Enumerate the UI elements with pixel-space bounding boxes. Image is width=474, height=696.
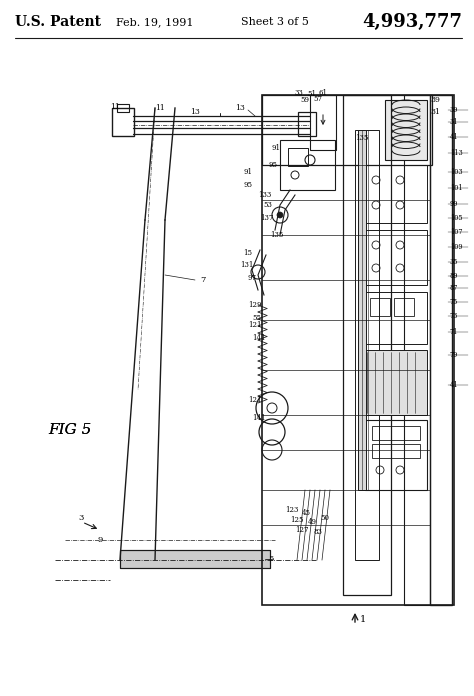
Text: 141: 141 (252, 414, 265, 422)
Text: 53: 53 (263, 201, 272, 209)
Text: 35: 35 (450, 258, 458, 266)
Text: 113: 113 (450, 149, 463, 157)
Text: 13: 13 (235, 104, 245, 112)
Text: 55: 55 (252, 314, 261, 322)
Bar (370, 298, 390, 316)
Bar (117, 104, 129, 112)
Bar (365, 165, 427, 223)
Text: 79: 79 (450, 351, 458, 359)
Text: 59: 59 (300, 96, 309, 104)
Text: 31: 31 (430, 108, 440, 116)
Bar (262, 95, 454, 605)
Bar (120, 550, 270, 568)
Text: 133: 133 (258, 191, 271, 199)
Bar (355, 130, 379, 560)
Bar (120, 550, 270, 568)
Text: 107: 107 (450, 228, 463, 236)
Text: 3: 3 (78, 514, 83, 522)
Bar (343, 95, 391, 595)
Bar (310, 95, 336, 150)
Bar (365, 230, 427, 285)
Text: 125: 125 (290, 516, 303, 524)
Text: 101: 101 (450, 184, 463, 192)
Bar (362, 130, 368, 490)
Text: 95: 95 (269, 161, 278, 169)
Bar (365, 420, 427, 490)
Text: 11: 11 (110, 103, 120, 111)
Bar (288, 148, 308, 166)
Text: Feb. 19, 1991: Feb. 19, 1991 (116, 17, 194, 27)
Text: FIG 5: FIG 5 (48, 423, 91, 437)
Bar (365, 350, 427, 415)
Text: 135: 135 (355, 134, 368, 142)
Text: 9: 9 (98, 536, 103, 544)
Text: 99: 99 (450, 200, 458, 208)
Text: 61: 61 (319, 89, 328, 97)
Text: U.S. Patent: U.S. Patent (15, 15, 101, 29)
Text: 71: 71 (450, 328, 458, 336)
Bar (404, 95, 430, 605)
Text: 91: 91 (272, 144, 281, 152)
Text: 51: 51 (307, 90, 316, 98)
Text: 11: 11 (155, 104, 165, 112)
Bar (372, 426, 420, 440)
Text: 73: 73 (450, 312, 458, 320)
Bar (112, 108, 134, 136)
Bar (262, 95, 432, 165)
Text: Sheet 3 of 5: Sheet 3 of 5 (241, 17, 309, 27)
Text: 131: 131 (240, 261, 254, 269)
Text: 39: 39 (430, 96, 440, 104)
Text: 97: 97 (248, 274, 257, 282)
Text: 121: 121 (248, 321, 262, 329)
Text: 45: 45 (302, 509, 311, 517)
Text: 123: 123 (285, 506, 298, 514)
Text: 87: 87 (450, 284, 458, 292)
Text: 129: 129 (248, 301, 262, 309)
Bar (372, 444, 420, 458)
Text: 1: 1 (360, 615, 366, 624)
Text: 31: 31 (450, 118, 458, 126)
Text: 5: 5 (268, 555, 273, 563)
Text: 15: 15 (243, 249, 252, 257)
Text: 41: 41 (450, 133, 459, 141)
Text: 83: 83 (314, 528, 323, 536)
Text: 137: 137 (260, 214, 273, 222)
Text: 103: 103 (450, 168, 463, 176)
Bar (280, 140, 335, 190)
Text: 39: 39 (450, 106, 458, 114)
Text: 121: 121 (248, 396, 262, 404)
Text: 135: 135 (270, 231, 283, 239)
Text: 49: 49 (308, 518, 317, 526)
Text: FIG 5: FIG 5 (48, 423, 91, 437)
Text: 75: 75 (450, 298, 458, 306)
Text: 127: 127 (295, 526, 309, 534)
Text: 95: 95 (244, 181, 253, 189)
Bar (358, 130, 366, 490)
Text: 4,993,777: 4,993,777 (362, 13, 462, 31)
Text: 109: 109 (450, 243, 463, 251)
Text: 13: 13 (190, 108, 200, 116)
Bar (430, 95, 452, 605)
Text: 89: 89 (450, 272, 458, 280)
Text: 41: 41 (450, 381, 459, 389)
Text: 141: 141 (252, 334, 265, 342)
Text: 105: 105 (450, 214, 463, 222)
Circle shape (277, 212, 283, 218)
Text: 50: 50 (320, 514, 329, 522)
Bar (394, 298, 414, 316)
Text: 7: 7 (200, 276, 205, 284)
Text: 57: 57 (313, 95, 322, 103)
Bar (298, 112, 316, 136)
Bar (385, 100, 427, 160)
Bar (365, 292, 427, 344)
Text: 91: 91 (244, 168, 253, 176)
Text: 33: 33 (295, 89, 304, 97)
